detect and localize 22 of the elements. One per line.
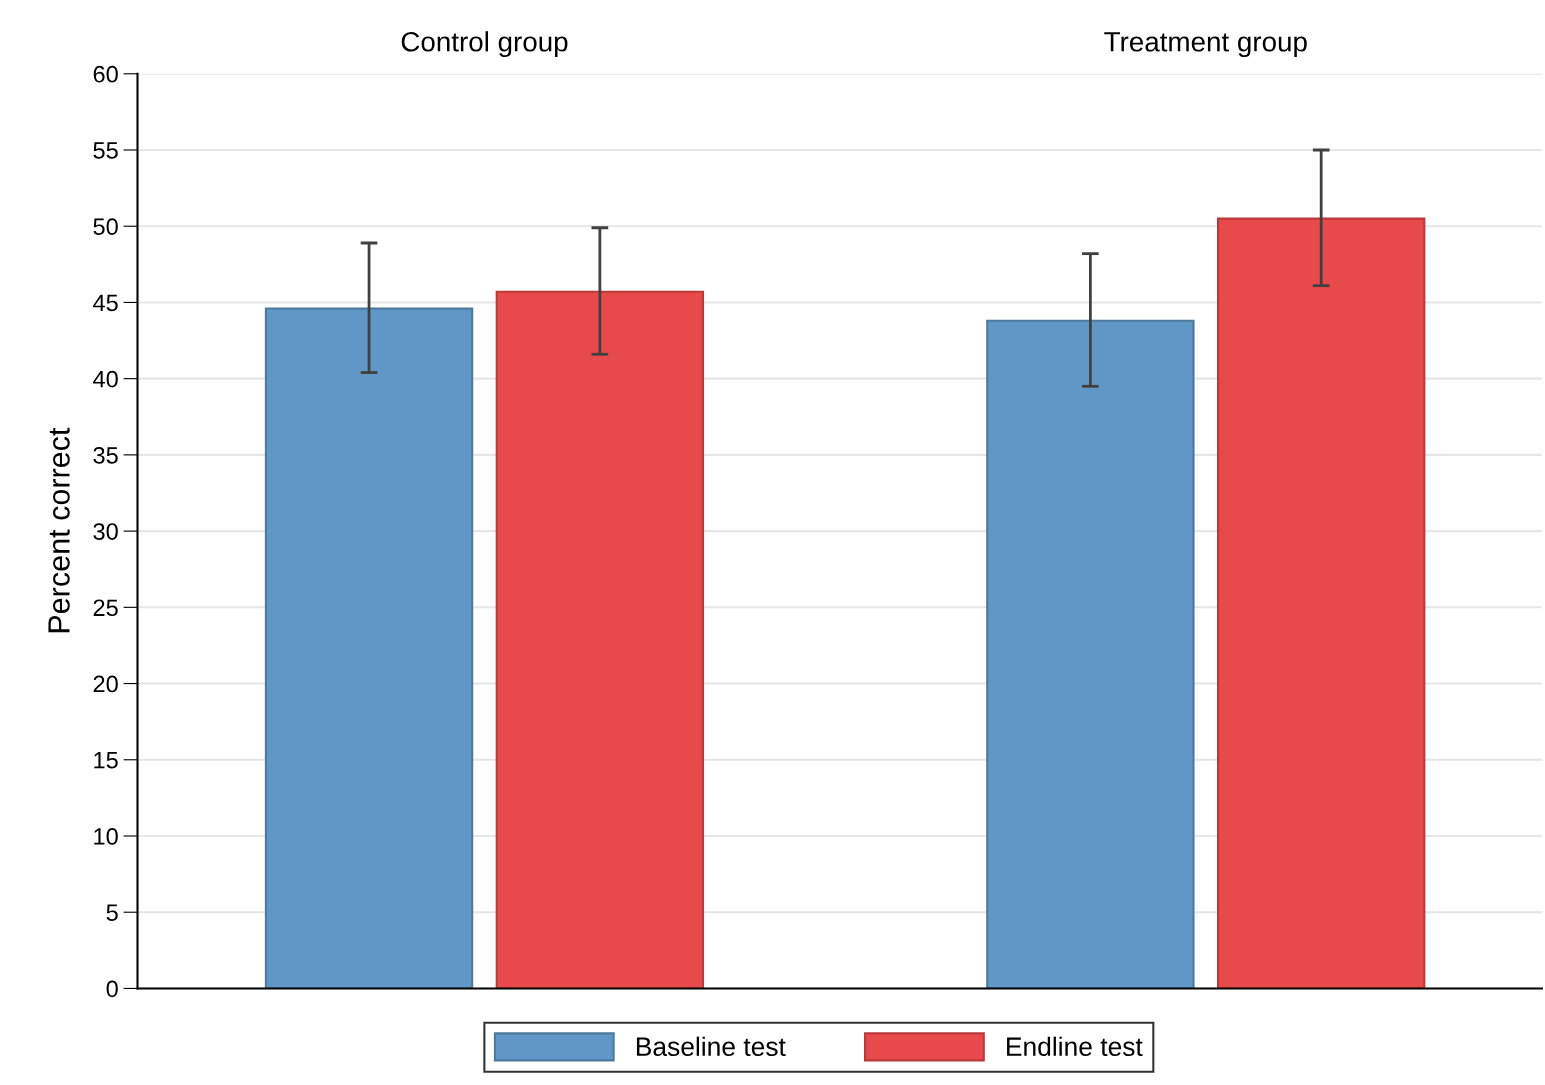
y-tick-label: 5 — [106, 904, 118, 921]
y-tick-label: 15 — [94, 752, 118, 769]
y-tick-label: 60 — [93, 65, 118, 83]
y-tick-label: 50 — [93, 218, 118, 236]
y-tick-label: 10 — [94, 828, 118, 845]
y-tick-label: 40 — [93, 370, 118, 388]
y-tick-label: 55 — [93, 142, 118, 159]
bar — [986, 319, 1195, 989]
y-axis-title: Percent correct — [48, 427, 70, 633]
y-tick-label: 20 — [93, 675, 118, 693]
bar — [1217, 217, 1426, 989]
y-tick-label: 30 — [93, 523, 118, 540]
x-tick-label: Control group — [401, 31, 568, 58]
x-tick-label: Treatment group — [1104, 32, 1307, 58]
bar — [495, 290, 705, 989]
bar — [264, 307, 474, 989]
legend-label: Endline test — [1007, 1036, 1143, 1057]
legend-label: Baseline test — [636, 1036, 786, 1057]
y-tick-label: 25 — [93, 599, 118, 617]
y-tick-label: 45 — [93, 294, 118, 312]
y-tick-label: 35 — [93, 446, 118, 464]
y-tick-label: 0 — [106, 980, 118, 998]
